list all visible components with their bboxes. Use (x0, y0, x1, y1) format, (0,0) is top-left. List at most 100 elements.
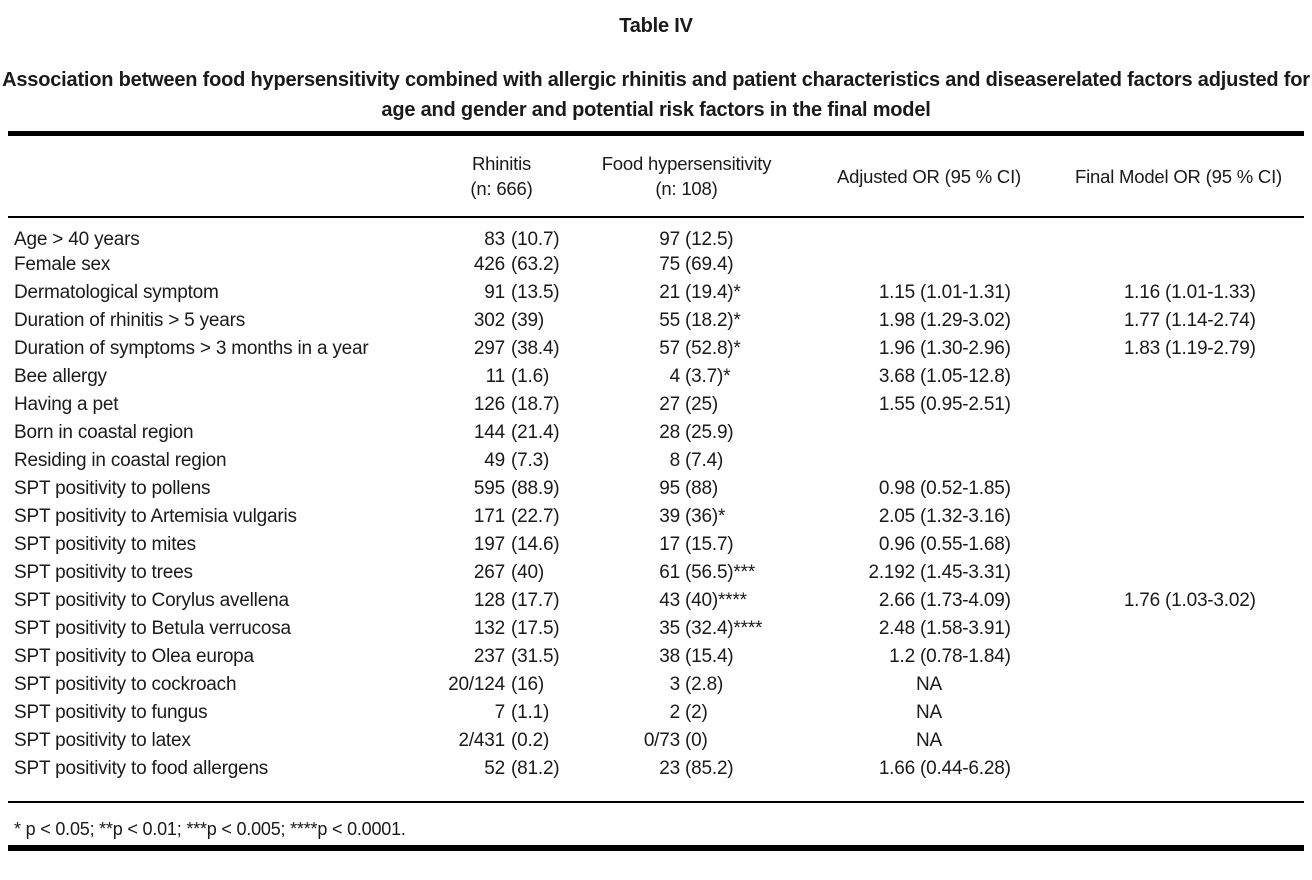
cell-final-model-or (1059, 419, 1298, 447)
table-label: Table IV (619, 15, 693, 37)
cell-adjusted-or: 0.98 (0.52-1.85) (878, 478, 1011, 499)
table-row: SPT positivity to food allergens 52 (81.2)… (14, 755, 1298, 783)
cell-rhinitis: 144 (21.4) (473, 422, 560, 443)
cell-adjusted-or: NA (916, 702, 942, 723)
cell-rhinitis: 49 (7.3) (484, 450, 550, 471)
col-header-food-hypersensitivity: Food hypersensitivity (n: 108) (574, 151, 799, 201)
cell-final-model-or (1059, 615, 1298, 643)
cell-adjusted-or: 1.96 (1.30-2.96) (878, 338, 1011, 359)
row-label: Female sex (14, 254, 111, 275)
cell-final-model-or (1059, 503, 1298, 531)
cell-food-hypersensitivity: 21 (19.4)* (659, 282, 741, 303)
cell-food-hypersensitivity: 38 (15.4) (659, 646, 734, 667)
col-header-rhinitis-line2: (n: 666) (470, 178, 533, 199)
table-row: Born in coastal region 144 (21.4) 28 (25.9) (14, 419, 1298, 447)
cell-food-hypersensitivity: 4 (3.7)* (669, 366, 731, 387)
cell-final-model-or (1059, 755, 1298, 783)
cell-food-hypersensitivity: 35 (32.4)**** (659, 618, 763, 639)
cell-adjusted-or (799, 218, 1059, 251)
table-row: Duration of symptoms > 3 months in a yea… (14, 335, 1298, 363)
cell-rhinitis: 7 (1.1) (494, 702, 550, 723)
row-label: Duration of symptoms > 3 months in a yea… (14, 338, 369, 359)
table-header-row: Rhinitis (n: 666) Food hypersensitivity … (14, 136, 1298, 216)
table-row: SPT positivity to Olea europa 237 (31.5) 38… (14, 643, 1298, 671)
cell-food-hypersensitivity: 75 (69.4) (659, 254, 734, 275)
cell-food-hypersensitivity: 27 (25) (659, 394, 718, 415)
col-header-food-line2: (n: 108) (655, 178, 718, 199)
row-label: Dermatological symptom (14, 282, 219, 303)
cell-adjusted-or: 2.192 (1.45-3.31) (868, 562, 1011, 583)
row-label: Residing in coastal region (14, 450, 227, 471)
cell-food-hypersensitivity: 0/73 (0) (643, 730, 708, 751)
cell-adjusted-or: 2.48 (1.58-3.91) (878, 618, 1011, 639)
cell-final-model-or (1059, 559, 1298, 587)
cell-rhinitis: 83 (10.7) (484, 229, 560, 250)
table-row: Duration of rhinitis > 5 years 302 (39) 55(… (14, 307, 1298, 335)
table-row: SPT positivity to mites 197 (14.6) 17 (15.7)… (14, 531, 1298, 559)
cell-rhinitis: 126 (18.7) (473, 394, 560, 415)
table-row: SPT positivity to Artemisia vulgaris 171(… (14, 503, 1298, 531)
cell-adjusted-or: 0.96 (0.55-1.68) (878, 534, 1011, 555)
cell-rhinitis: 91 (13.5) (484, 282, 560, 303)
row-label: SPT positivity to Olea europa (14, 646, 254, 667)
cell-final-model-or (1059, 531, 1298, 559)
col-header-rhinitis: Rhinitis (n: 666) (429, 151, 574, 201)
cell-rhinitis: 297 (38.4) (473, 338, 560, 359)
cell-rhinitis: 11 (1.6) (485, 366, 550, 387)
cell-final-model-or (1059, 699, 1298, 727)
table-row: SPT positivity to pollens 595 (88.9) 95 (88)… (14, 475, 1298, 503)
cell-final-model-or (1059, 447, 1298, 475)
row-label: Having a pet (14, 394, 119, 415)
cell-adjusted-or: 1.15 (1.01-1.31) (878, 282, 1011, 303)
cell-final-model-or (1059, 475, 1298, 503)
cell-food-hypersensitivity: 43 (40)**** (659, 590, 747, 611)
rule-top-thick (8, 131, 1304, 136)
cell-adjusted-or: 3.68 (1.05-12.8) (878, 366, 1011, 387)
cell-food-hypersensitivity: 39 (36)* (659, 506, 726, 527)
table-row: Age > 40 years 83 (10.7) 97 (12.5) (14, 218, 1298, 251)
data-table: Age > 40 years 83 (10.7) 97 (12.5) Female sex… (14, 218, 1298, 783)
cell-food-hypersensitivity: 97 (12.5) (659, 229, 734, 250)
cell-food-hypersensitivity: 28 (25.9) (659, 422, 734, 443)
table-row: SPT positivity to Betula verrucosa 132 (17… (14, 615, 1298, 643)
cell-rhinitis: 197 (14.6) (473, 534, 560, 555)
col-header-rhinitis-line1: Rhinitis (471, 153, 532, 174)
cell-food-hypersensitivity: 57 (52.8)* (659, 338, 741, 359)
row-label: SPT positivity to cockroach (14, 674, 237, 695)
cell-adjusted-or (799, 251, 1059, 279)
table-row: Bee allergy 11 (1.6) 4 (3.7)* 3.68 (1.05-12.8) (14, 363, 1298, 391)
cell-adjusted-or (799, 419, 1059, 447)
rule-bottom-thick (8, 845, 1304, 851)
cell-food-hypersensitivity: 8 (7.4) (669, 450, 724, 471)
cell-final-model-or: 1.76 (1.03-3.02) (1123, 590, 1256, 611)
col-header-adjusted-or: Adjusted OR (95 % CI) (837, 165, 1021, 187)
row-label: Age > 40 years (14, 229, 140, 250)
row-label: SPT positivity to Artemisia vulgaris (14, 506, 297, 527)
cell-rhinitis: 20/124 (16) (448, 674, 544, 695)
table-title: Association between food hypersensitivit… (0, 65, 1312, 125)
row-label: SPT positivity to mites (14, 534, 196, 555)
cell-adjusted-or: 1.55 (0.95-2.51) (878, 394, 1011, 415)
table-row: SPT positivity to trees 267 (40) 61 (56.5)**… (14, 559, 1298, 587)
cell-rhinitis: 426 (63.2) (473, 254, 560, 275)
cell-rhinitis: 237 (31.5) (473, 646, 560, 667)
table-row: Residing in coastal region 49 (7.3) 8 (7.4) (14, 447, 1298, 475)
cell-food-hypersensitivity: 2 (2) (669, 702, 708, 723)
cell-food-hypersensitivity: 61 (56.5)*** (659, 562, 756, 583)
cell-food-hypersensitivity: 55 (18.2)* (659, 310, 741, 331)
cell-rhinitis: 302 (39) (473, 310, 544, 331)
cell-final-model-or (1059, 218, 1298, 251)
row-label: SPT positivity to pollens (14, 478, 211, 499)
cell-adjusted-or: 1.2 (0.78-1.84) (889, 646, 1011, 667)
cell-rhinitis: 2/431 (0.2) (458, 730, 550, 751)
cell-rhinitis: 267 (40) (473, 562, 544, 583)
cell-rhinitis: 171 (22.7) (473, 506, 560, 527)
cell-final-model-or (1059, 363, 1298, 391)
row-label: SPT positivity to Betula verrucosa (14, 618, 291, 639)
table-row: SPT positivity to cockroach 20/124 (16) 3 (2… (14, 671, 1298, 699)
table-row: Dermatological symptom 91 (13.5) 21 (19.4)* 1… (14, 279, 1298, 307)
row-label: Duration of rhinitis > 5 years (14, 310, 246, 331)
table-title-line1: Association between food hypersensitivit… (2, 69, 1058, 91)
table-row: Having a pet 126 (18.7) 27 (25) 1.55 (0.95-2.5… (14, 391, 1298, 419)
